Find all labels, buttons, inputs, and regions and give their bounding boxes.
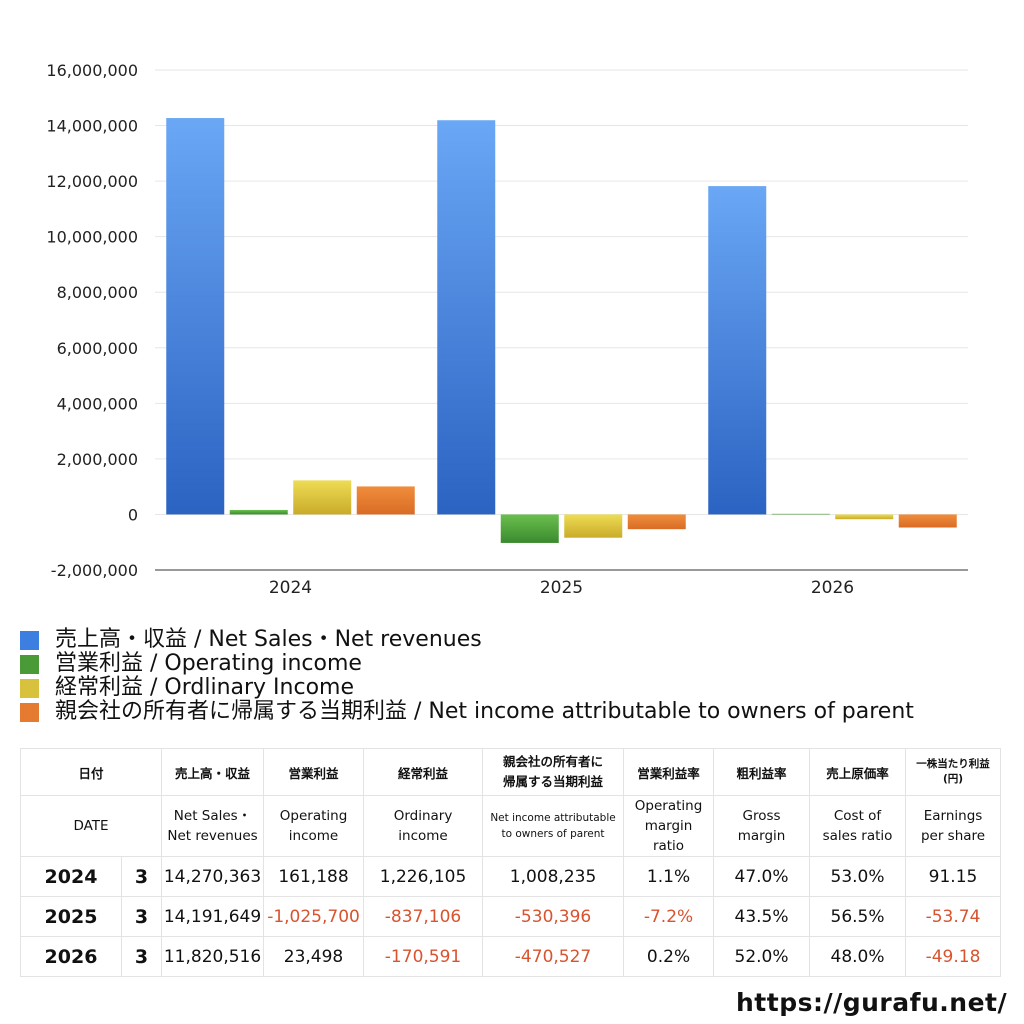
header-op-margin-jp: 営業利益率 — [623, 748, 715, 796]
cell-eps: 91.15 — [905, 856, 1002, 897]
cell-sales: 14,191,649 — [161, 896, 265, 937]
header-ord-en: Ordinary income — [363, 795, 484, 857]
cell-op: 23,498 — [263, 936, 365, 977]
header-sales-en: Net Sales・ Net revenues — [161, 795, 265, 857]
cell-month: 3 — [120, 936, 163, 977]
header-op-jp: 営業利益 — [263, 748, 365, 796]
legend-item-ordinary-income: 経常利益 / Ordlinary Income — [20, 676, 914, 700]
cell-op: 161,188 — [263, 856, 365, 897]
bar-chart: 16,000,000 14,000,000 12,000,000 10,000,000… — [46, 61, 968, 598]
cell-cost: 48.0% — [809, 936, 907, 977]
cell-cost: 53.0% — [809, 856, 907, 897]
bar-2026-series-0 — [708, 186, 767, 515]
x-tick-label: 2025 — [540, 578, 583, 598]
header-date-en: DATE — [19, 795, 163, 857]
cell-net: 1,008,235 — [482, 856, 625, 897]
y-tick-label: 14,000,000 — [46, 117, 138, 136]
cell-month: 3 — [120, 856, 163, 897]
header-ord-jp: 経常利益 — [363, 748, 484, 796]
header-op-en: Operating income — [263, 795, 365, 857]
header-net-en: Net income attributable to owners of pare… — [482, 795, 625, 857]
cell-eps: -53.74 — [905, 896, 1002, 937]
cell-ord: 1,226,105 — [363, 856, 484, 897]
bar-2025-series-3 — [627, 514, 686, 530]
legend-swatch-net-income — [20, 702, 39, 722]
grid-lines — [155, 69, 968, 515]
cell-gross: 43.5% — [713, 896, 811, 937]
cell-month: 3 — [120, 896, 163, 937]
site-url: https://gurafu.net/ — [736, 988, 1008, 1017]
cell-sales: 14,270,363 — [161, 856, 265, 897]
cell-net: -530,396 — [482, 896, 625, 937]
cell-op-margin: 1.1% — [623, 856, 715, 897]
cell-ord: -170,591 — [363, 936, 484, 977]
header-cost-en: Cost of sales ratio — [809, 795, 907, 857]
header-gross-jp: 粗利益率 — [713, 748, 811, 796]
y-tick-label: 6,000,000 — [57, 339, 138, 358]
cell-gross: 52.0% — [713, 936, 811, 977]
bar-2025-series-1 — [500, 514, 559, 543]
cell-gross: 47.0% — [713, 856, 811, 897]
bar-2024-series-0 — [166, 118, 225, 515]
cell-op: -1,025,700 — [263, 896, 365, 937]
bar-2026-series-1 — [771, 513, 830, 515]
table-row: 2026 3 11,820,516 23,498 -170,591 -470,5… — [20, 936, 1002, 977]
cell-year: 2024 — [20, 856, 122, 897]
y-tick-label: 16,000,000 — [46, 61, 138, 80]
legend-swatch-net-sales — [20, 630, 39, 650]
bar-2024-series-1 — [229, 509, 288, 515]
bar-2024-series-2 — [293, 480, 352, 515]
bar-2024-series-3 — [356, 486, 415, 515]
bar-2026-series-3 — [898, 514, 957, 528]
cell-sales: 11,820,516 — [161, 936, 265, 977]
y-tick-label: 10,000,000 — [46, 228, 138, 247]
bars — [166, 118, 957, 543]
y-tick-label: 2,000,000 — [57, 450, 138, 469]
y-tick-label: 8,000,000 — [57, 283, 138, 302]
cell-op-margin: -7.2% — [623, 896, 715, 937]
bar-2025-series-0 — [437, 120, 496, 515]
legend-label-net-income: 親会社の所有者に帰属する当期利益 / Net income attributab… — [55, 699, 914, 724]
legend-item-operating-income: 営業利益 / Operating income — [20, 652, 914, 676]
header-sales-jp: 売上高・収益 — [161, 748, 265, 796]
legend-swatch-ordinary-income — [20, 678, 39, 698]
header-net-jp: 親会社の所有者に 帰属する当期利益 — [482, 748, 625, 796]
legend-item-net-sales: 売上高・収益 / Net Sales・Net revenues — [20, 628, 914, 652]
cell-eps: -49.18 — [905, 936, 1002, 977]
y-tick-label: -2,000,000 — [51, 561, 138, 580]
table-row: 2025 3 14,191,649 -1,025,700 -837,106 -5… — [20, 896, 1002, 937]
cell-cost: 56.5% — [809, 896, 907, 937]
y-tick-label: 12,000,000 — [46, 172, 138, 191]
header-eps-jp: 一株当たり利益 (円) — [905, 748, 1002, 796]
legend: 売上高・収益 / Net Sales・Net revenues 営業利益 / O… — [20, 628, 914, 724]
legend-item-net-income: 親会社の所有者に帰属する当期利益 / Net income attributab… — [20, 700, 914, 724]
cell-year: 2026 — [20, 936, 122, 977]
y-tick-label: 0 — [128, 505, 138, 524]
header-date-jp: 日付 — [19, 748, 163, 796]
header-eps-en: Earnings per share — [905, 795, 1002, 857]
legend-swatch-operating-income — [20, 654, 39, 674]
cell-net: -470,527 — [482, 936, 625, 977]
axes: 16,000,000 14,000,000 12,000,000 10,000,000… — [46, 61, 968, 598]
table-header-en: DATE Net Sales・ Net revenues Operating inc… — [19, 795, 1002, 857]
financial-table: 日付 売上高・収益 営業利益 経常利益 親会社の所有者に 帰属する当期利益 営業利… — [19, 748, 1002, 977]
bar-2026-series-2 — [835, 514, 894, 520]
header-cost-jp: 売上原価率 — [809, 748, 907, 796]
table-row: 2024 3 14,270,363 161,188 1,226,105 1,00… — [20, 856, 1002, 897]
header-gross-en: Gross margin — [713, 795, 811, 857]
y-tick-label: 4,000,000 — [57, 394, 138, 413]
cell-op-margin: 0.2% — [623, 936, 715, 977]
legend-label-net-sales: 売上高・収益 / Net Sales・Net revenues — [55, 627, 482, 652]
cell-year: 2025 — [20, 896, 122, 937]
table-header-jp: 日付 売上高・収益 営業利益 経常利益 親会社の所有者に 帰属する当期利益 営業利… — [19, 748, 1002, 796]
legend-label-ordinary-income: 経常利益 / Ordlinary Income — [55, 675, 354, 700]
x-tick-label: 2026 — [811, 578, 854, 598]
x-tick-label: 2024 — [269, 578, 312, 598]
legend-label-operating-income: 営業利益 / Operating income — [55, 651, 362, 676]
cell-ord: -837,106 — [363, 896, 484, 937]
bar-2025-series-2 — [564, 514, 623, 538]
header-op-margin-en: Operating margin ratio — [623, 795, 715, 857]
